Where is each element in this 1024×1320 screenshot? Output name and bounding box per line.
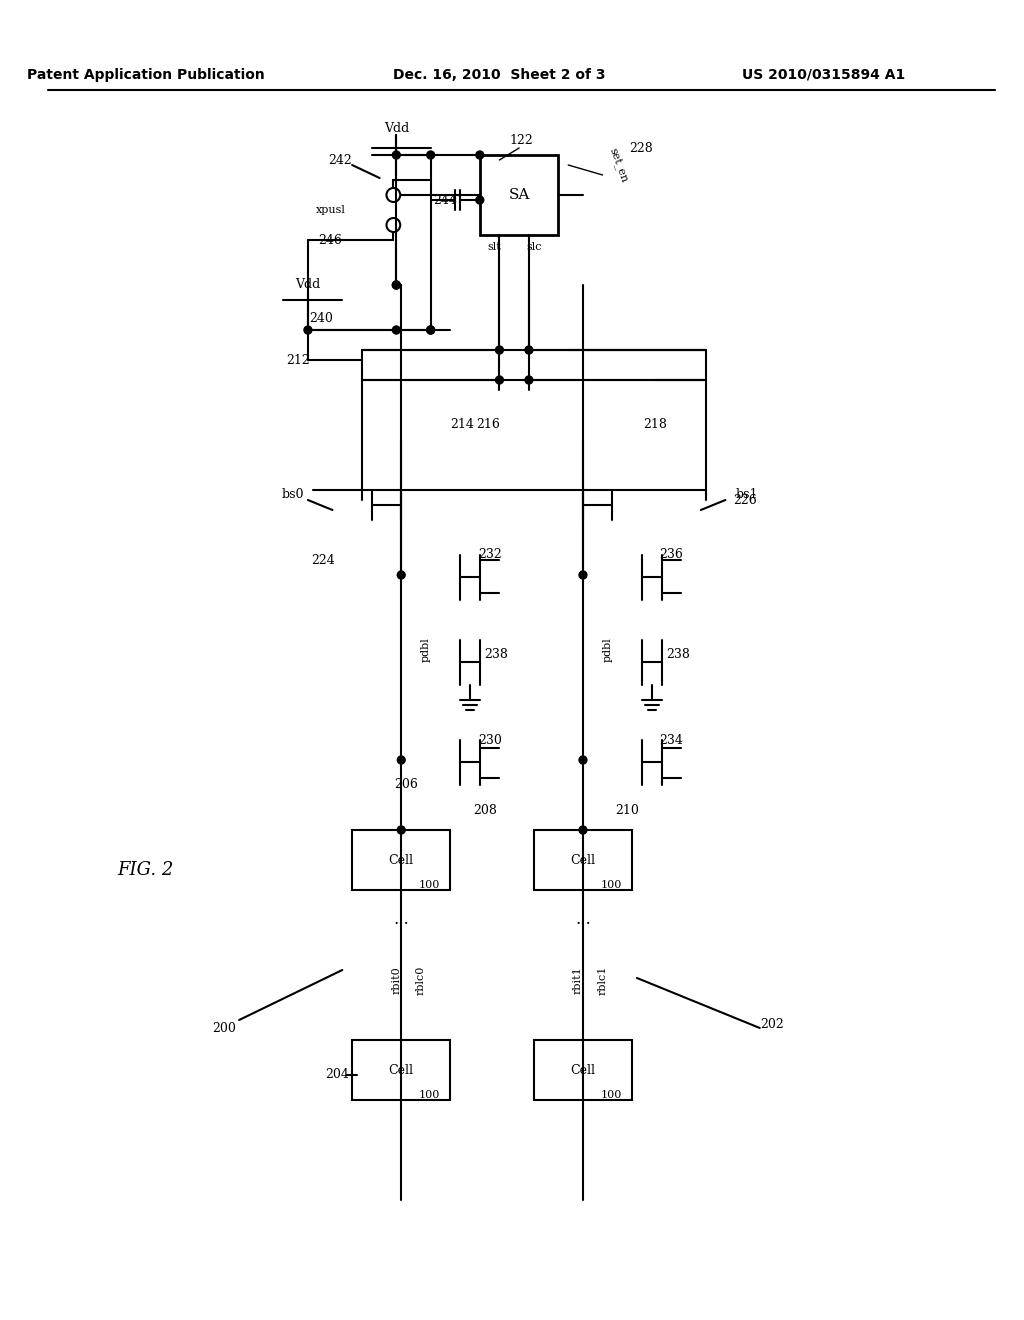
- Bar: [534, 830, 632, 890]
- Text: 200: 200: [212, 1022, 237, 1035]
- Text: Dec. 16, 2010  Sheet 2 of 3: Dec. 16, 2010 Sheet 2 of 3: [393, 69, 606, 82]
- Text: 202: 202: [761, 1019, 784, 1031]
- Text: bs1: bs1: [735, 488, 758, 502]
- Text: Cell: Cell: [389, 854, 414, 866]
- Text: 212: 212: [286, 354, 310, 367]
- Circle shape: [392, 326, 400, 334]
- Circle shape: [392, 281, 400, 289]
- Text: 224: 224: [310, 553, 335, 566]
- Circle shape: [476, 150, 483, 158]
- Text: 100: 100: [419, 880, 440, 890]
- Text: pdbl: pdbl: [421, 638, 431, 663]
- Circle shape: [386, 218, 400, 232]
- Text: US 2010/0315894 A1: US 2010/0315894 A1: [742, 69, 905, 82]
- Text: 238: 238: [484, 648, 509, 661]
- Circle shape: [427, 150, 434, 158]
- Text: 100: 100: [601, 880, 623, 890]
- Circle shape: [525, 376, 532, 384]
- Text: 228: 228: [629, 141, 653, 154]
- Text: Cell: Cell: [570, 1064, 595, 1077]
- Text: 206: 206: [394, 779, 418, 792]
- Text: FIG. 2: FIG. 2: [118, 861, 174, 879]
- Circle shape: [304, 326, 312, 334]
- Text: 242: 242: [329, 153, 352, 166]
- Text: 204: 204: [326, 1068, 349, 1081]
- Bar: [480, 154, 558, 235]
- Circle shape: [392, 150, 400, 158]
- Text: set_en: set_en: [607, 147, 630, 183]
- Circle shape: [579, 826, 587, 834]
- Text: rbit1: rbit1: [573, 966, 583, 994]
- Text: 218: 218: [643, 418, 667, 432]
- Text: 234: 234: [659, 734, 683, 747]
- Text: slt: slt: [487, 242, 502, 252]
- Text: 214: 214: [451, 418, 474, 432]
- Text: 236: 236: [659, 549, 683, 561]
- Text: pdbl: pdbl: [602, 638, 612, 663]
- Text: ...: ...: [393, 912, 410, 928]
- Bar: [352, 830, 451, 890]
- Bar: [352, 1040, 451, 1100]
- Text: 246: 246: [318, 234, 342, 247]
- Text: SA: SA: [508, 187, 529, 202]
- Circle shape: [386, 187, 400, 202]
- Text: Vdd: Vdd: [384, 121, 409, 135]
- Bar: [534, 1040, 632, 1100]
- Text: 210: 210: [615, 804, 639, 817]
- Text: Vdd: Vdd: [295, 279, 321, 292]
- Text: 100: 100: [419, 1090, 440, 1100]
- Text: 238: 238: [667, 648, 690, 661]
- Circle shape: [427, 326, 434, 334]
- Text: xpusl: xpusl: [315, 205, 345, 215]
- Text: 122: 122: [509, 133, 534, 147]
- Circle shape: [397, 756, 406, 764]
- Text: slc: slc: [526, 242, 542, 252]
- Circle shape: [496, 346, 504, 354]
- Text: 100: 100: [601, 1090, 623, 1100]
- Circle shape: [496, 376, 504, 384]
- Text: ...: ...: [575, 912, 591, 928]
- Text: Cell: Cell: [389, 1064, 414, 1077]
- Text: rbit0: rbit0: [391, 966, 401, 994]
- Circle shape: [392, 281, 400, 289]
- Circle shape: [579, 572, 587, 579]
- Circle shape: [427, 326, 434, 334]
- Text: bs0: bs0: [282, 488, 304, 502]
- Circle shape: [397, 572, 406, 579]
- Circle shape: [525, 346, 532, 354]
- Text: rblc1: rblc1: [598, 965, 607, 995]
- Text: rblc0: rblc0: [416, 965, 426, 995]
- Text: 244: 244: [433, 194, 458, 206]
- Text: 216: 216: [476, 418, 500, 432]
- Circle shape: [476, 195, 483, 205]
- Circle shape: [579, 756, 587, 764]
- Text: 230: 230: [477, 734, 502, 747]
- Text: 232: 232: [478, 549, 502, 561]
- Circle shape: [397, 826, 406, 834]
- Text: Cell: Cell: [570, 854, 595, 866]
- Text: 208: 208: [473, 804, 497, 817]
- Text: Patent Application Publication: Patent Application Publication: [27, 69, 264, 82]
- Text: 226: 226: [733, 494, 757, 507]
- Text: 240: 240: [308, 312, 333, 325]
